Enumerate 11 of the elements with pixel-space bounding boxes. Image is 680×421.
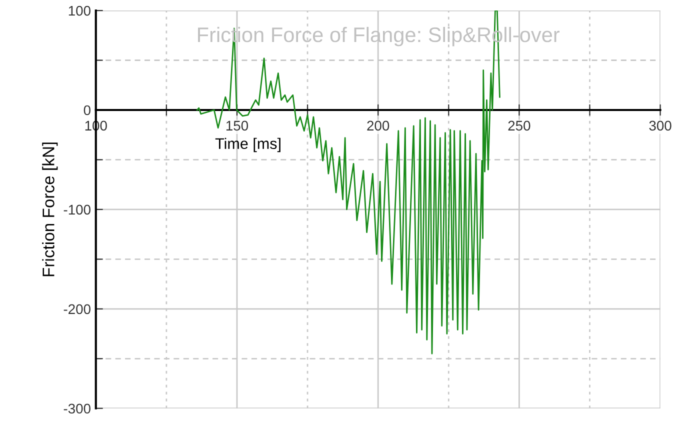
x-tick-label: 250 bbox=[508, 120, 530, 131]
y-tick-label: -300 bbox=[64, 404, 90, 414]
x-tick-label: 200 bbox=[367, 120, 390, 131]
y-axis-title: Friction Force [kN] bbox=[42, 142, 58, 276]
y-tick-label: 100 bbox=[68, 6, 90, 16]
y-tick-label: 0 bbox=[84, 105, 90, 116]
x-axis-title: Time [ms] bbox=[215, 138, 280, 152]
y-tick-label: -200 bbox=[64, 304, 90, 314]
x-tick-label: 150 bbox=[226, 120, 248, 131]
x-tick-label: 300 bbox=[649, 120, 672, 131]
y-tick-label: -100 bbox=[64, 204, 90, 215]
